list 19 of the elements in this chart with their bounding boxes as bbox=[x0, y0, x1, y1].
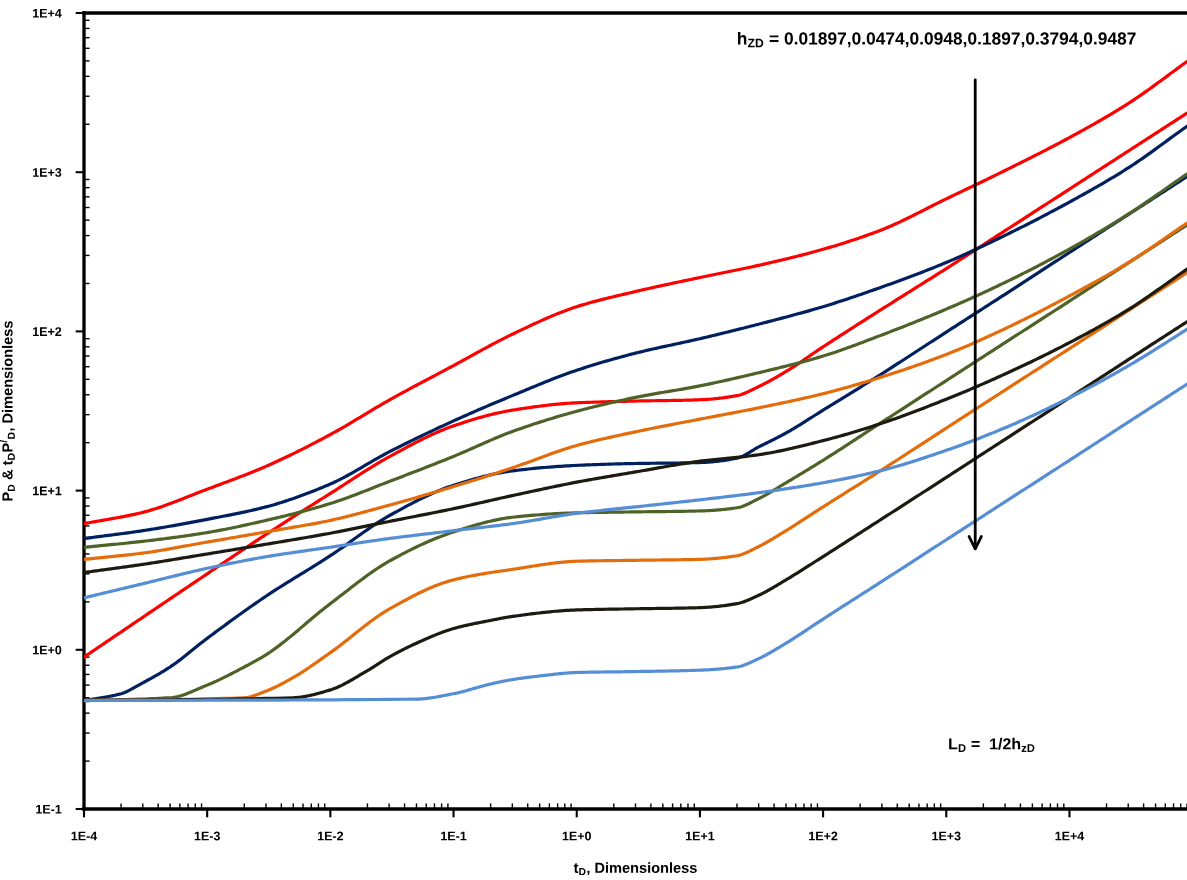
y-tick-label: 1E+3 bbox=[33, 168, 62, 177]
x-tick-label: 1E-4 bbox=[71, 831, 98, 841]
x-tick-label: 1E-3 bbox=[194, 831, 220, 841]
annotation: L$_{D}$ = 1/2h$_{zD}$ bbox=[949, 737, 1035, 752]
y-tick-label: 1E+4 bbox=[33, 8, 62, 18]
y-tick-label: 1E-1 bbox=[36, 804, 62, 814]
x-tick-label: 1E+0 bbox=[562, 831, 591, 841]
x-tick-label: 1E+2 bbox=[809, 831, 838, 841]
y-tick-label: 1E+1 bbox=[33, 486, 62, 496]
x-tick-label: 1E+4 bbox=[1055, 831, 1085, 841]
y-tick-label: 1E+0 bbox=[33, 645, 62, 655]
y-axis-title: P$_{D}$ & t$_{D}$P$^{/}$$_{D}$, Dimensionless bbox=[0, 321, 15, 501]
x-tick-label: 1E+3 bbox=[932, 831, 961, 841]
x-axis-title: t$_{D}$, Dimensionless bbox=[573, 862, 697, 876]
x-tick-label: 1E-1 bbox=[441, 831, 467, 841]
x-tick-label: 1E+1 bbox=[685, 831, 715, 841]
annotation: h$_{ZD}$ = 0.01897,0.0474,0.0948,0.1897,0.3794,0.9487 bbox=[738, 31, 1136, 48]
x-tick-label: 1E-2 bbox=[317, 831, 344, 841]
y-tick-label: 1E+2 bbox=[33, 327, 62, 336]
